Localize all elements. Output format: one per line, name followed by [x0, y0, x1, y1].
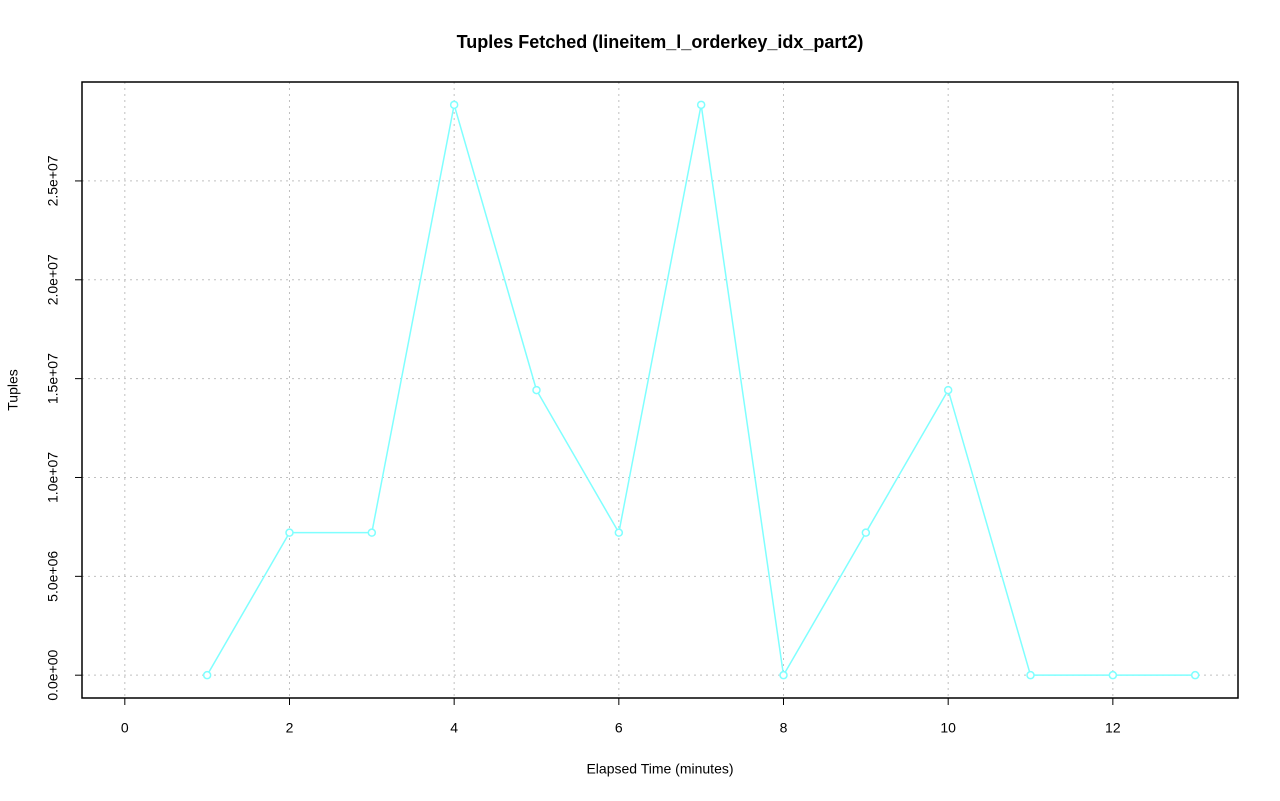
point — [1026, 670, 1035, 680]
point — [202, 670, 212, 680]
y-tick-label: 2.0e+07 — [45, 254, 61, 305]
point — [614, 528, 624, 537]
point — [285, 528, 294, 537]
x-tick-label: 12 — [1105, 720, 1121, 736]
y-axis-label: Tuples — [5, 369, 21, 411]
y-tick-label: 0.0e+00 — [45, 649, 61, 700]
y-tick-label: 1.0e+07 — [45, 452, 61, 503]
x-tick-label: 10 — [940, 720, 956, 736]
point — [449, 100, 459, 110]
point — [779, 670, 788, 680]
point — [1108, 670, 1118, 680]
point — [1190, 670, 1200, 680]
point — [696, 100, 706, 110]
y-tick-label: 1.5e+07 — [45, 353, 61, 404]
plot-frame — [81, 81, 1239, 699]
chart-title: Tuples Fetched (lineitem_l_orderkey_idx_… — [457, 32, 864, 52]
line — [206, 104, 1196, 678]
x-tick-label: 6 — [615, 720, 623, 736]
x-axis-label: Elapsed Time (minutes) — [586, 761, 733, 777]
point — [943, 385, 953, 395]
y-tick-label: 2.5e+07 — [45, 155, 61, 206]
point — [532, 385, 541, 395]
x-tick-label: 4 — [450, 720, 458, 736]
x-tick-label: 8 — [780, 720, 788, 736]
point — [861, 528, 871, 537]
x-tick-label: 2 — [286, 720, 294, 736]
point — [367, 528, 377, 537]
x-tick-label: 0 — [121, 720, 129, 736]
y-tick-label: 5.0e+06 — [45, 551, 61, 602]
